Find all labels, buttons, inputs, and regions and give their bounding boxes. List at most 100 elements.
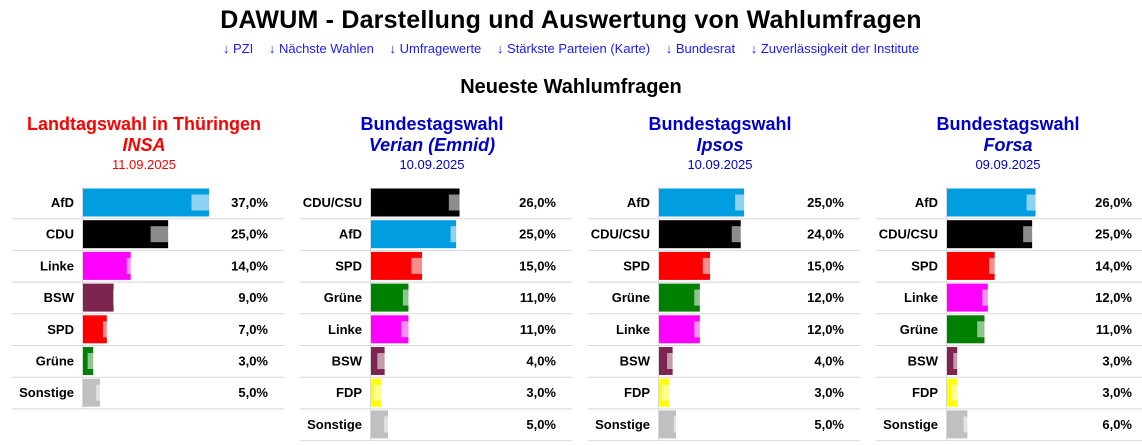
previous-marker-cdu-csu bbox=[448, 194, 467, 211]
value-label-cdu-csu: 26,0% bbox=[519, 195, 556, 210]
poll-panel-bund-verian[interactable]: Bundestagswahl Verian (Emnid) 10.09.2025… bbox=[288, 113, 576, 442]
previous-marker-cdu-csu bbox=[731, 226, 750, 243]
bar-spd[interactable] bbox=[659, 251, 711, 280]
previous-marker-spd bbox=[411, 257, 430, 274]
bar-sonstige[interactable] bbox=[947, 410, 968, 439]
previous-marker-afd bbox=[735, 194, 754, 211]
bar-spd[interactable] bbox=[83, 315, 107, 344]
previous-marker-grüne bbox=[694, 289, 713, 306]
value-label-bsw: 9,0% bbox=[238, 290, 268, 305]
party-label-linke: Linke bbox=[328, 322, 362, 337]
poll-institute[interactable]: Verian (Emnid) bbox=[368, 135, 496, 155]
bar-linke[interactable] bbox=[83, 251, 131, 280]
value-label-fdp: 3,0% bbox=[814, 385, 844, 400]
poll-panel-bund-ipsos[interactable]: Bundestagswahl Ipsos 10.09.2025 AfD 25,0%… bbox=[576, 113, 864, 442]
previous-marker-sonstige bbox=[96, 384, 115, 401]
value-label-linke: 11,0% bbox=[520, 322, 557, 337]
previous-marker-sonstige bbox=[673, 416, 692, 433]
poll-panel-bund-forsa[interactable]: Bundestagswahl Forsa 09.09.2025 AfD 26,0%… bbox=[864, 113, 1142, 442]
nav-links: ↓ PZI ↓ Nächste Wahlen ↓ Umfragewerte ↓ … bbox=[0, 41, 1142, 56]
poll-institute[interactable]: Forsa bbox=[983, 135, 1033, 155]
party-label-cdu: CDU bbox=[46, 227, 74, 242]
poll-title[interactable]: Bundestagswahl bbox=[360, 114, 504, 134]
party-label-afd: AfD bbox=[627, 195, 650, 210]
poll-date: 10.09.2025 bbox=[399, 157, 465, 172]
bar-afd[interactable] bbox=[947, 188, 1036, 217]
poll-date: 09.09.2025 bbox=[975, 157, 1041, 172]
party-label-grüne: Grüne bbox=[612, 290, 650, 305]
party-label-bsw: BSW bbox=[332, 354, 363, 369]
bar-bsw[interactable] bbox=[947, 347, 958, 375]
previous-marker-cdu bbox=[150, 226, 169, 243]
poll-panel-thueringen-insa[interactable]: Landtagswahl in Thüringen INSA 11.09.202… bbox=[0, 113, 288, 410]
poll-chart: AfD 25,0% CDU/CSU 24,0% SPD 15,0% Grüne 12,0% Li… bbox=[588, 187, 860, 442]
previous-marker-grüne bbox=[977, 321, 996, 338]
bar-cdu-csu[interactable] bbox=[371, 188, 460, 217]
poll-title[interactable]: Bundestagswahl bbox=[936, 114, 1080, 134]
party-label-cdu-csu: CDU/CSU bbox=[591, 227, 650, 242]
previous-marker-cdu-csu bbox=[1023, 226, 1042, 243]
nav-link-poll-values[interactable]: ↓ Umfragewerte bbox=[389, 41, 482, 56]
party-label-bsw: BSW bbox=[908, 354, 939, 369]
value-label-cdu-csu: 24,0% bbox=[807, 227, 844, 242]
bar-sonstige[interactable] bbox=[83, 378, 101, 407]
bar-afd[interactable] bbox=[371, 220, 457, 249]
bar-cdu-csu[interactable] bbox=[947, 220, 1033, 249]
party-label-spd: SPD bbox=[623, 258, 650, 273]
previous-marker-bsw bbox=[113, 289, 132, 306]
bar-spd[interactable] bbox=[947, 251, 995, 280]
bar-grüne[interactable] bbox=[659, 283, 700, 312]
party-label-sonstige: Sonstige bbox=[19, 385, 74, 400]
bar-linke[interactable] bbox=[947, 283, 988, 312]
bar-afd[interactable] bbox=[659, 188, 745, 217]
previous-marker-fdp bbox=[373, 384, 392, 401]
value-label-bsw: 4,0% bbox=[814, 354, 844, 369]
previous-marker-fdp bbox=[661, 384, 680, 401]
previous-marker-spd bbox=[102, 321, 121, 338]
value-label-cdu-csu: 25,0% bbox=[1095, 227, 1132, 242]
previous-marker-spd bbox=[989, 257, 1008, 274]
party-label-sonstige: Sonstige bbox=[595, 417, 650, 432]
poll-institute[interactable]: Ipsos bbox=[696, 135, 744, 155]
value-label-linke: 14,0% bbox=[231, 258, 268, 273]
value-label-linke: 12,0% bbox=[1095, 290, 1132, 305]
previous-marker-bsw bbox=[667, 353, 686, 369]
nav-link-institute-reliability[interactable]: ↓ Zuverlässigkeit der Institute bbox=[750, 41, 920, 56]
poll-date: 10.09.2025 bbox=[687, 157, 753, 172]
previous-marker-bsw bbox=[377, 353, 396, 369]
party-label-bsw: BSW bbox=[44, 290, 75, 305]
poll-chart: CDU/CSU 26,0% AfD 25,0% SPD 15,0% Grüne 11,0% Li… bbox=[300, 187, 572, 442]
poll-title[interactable]: Landtagswahl in Thüringen bbox=[27, 114, 261, 134]
bar-sonstige[interactable] bbox=[659, 410, 677, 439]
party-label-linke: Linke bbox=[904, 290, 938, 305]
bar-grüne[interactable] bbox=[371, 283, 409, 312]
party-label-sonstige: Sonstige bbox=[307, 417, 362, 432]
bar-bsw[interactable] bbox=[83, 283, 114, 312]
nav-link-next-elections[interactable]: ↓ Nächste Wahlen bbox=[268, 41, 374, 56]
value-label-fdp: 3,0% bbox=[526, 385, 556, 400]
party-label-cdu-csu: CDU/CSU bbox=[303, 195, 362, 210]
party-label-cdu-csu: CDU/CSU bbox=[879, 227, 938, 242]
value-label-sonstige: 5,0% bbox=[814, 417, 844, 432]
value-label-afd: 26,0% bbox=[1095, 195, 1132, 210]
poll-title[interactable]: Bundestagswahl bbox=[648, 114, 792, 134]
value-label-fdp: 3,0% bbox=[1102, 385, 1132, 400]
section-title: Neueste Wahlumfragen bbox=[460, 76, 682, 98]
value-label-sonstige: 5,0% bbox=[526, 417, 556, 432]
nav-link-pzi[interactable]: ↓ PZI bbox=[222, 41, 254, 56]
bar-cdu-csu[interactable] bbox=[659, 220, 741, 249]
party-label-spd: SPD bbox=[335, 258, 362, 273]
nav-link-bundesrat[interactable]: ↓ Bundesrat bbox=[665, 41, 736, 56]
value-label-grüne: 12,0% bbox=[807, 290, 844, 305]
value-label-grüne: 11,0% bbox=[520, 290, 557, 305]
bar-sonstige[interactable] bbox=[371, 410, 389, 439]
poll-chart: AfD 37,0% CDU 25,0% Linke 14,0% BSW 9,0% SPD 7,0%… bbox=[12, 187, 284, 410]
value-label-afd: 37,0% bbox=[231, 195, 268, 210]
value-label-afd: 25,0% bbox=[807, 195, 844, 210]
bar-linke[interactable] bbox=[659, 315, 700, 344]
bar-afd[interactable] bbox=[83, 188, 209, 217]
nav-link-strongest-parties-map[interactable]: ↓ Stärkste Parteien (Karte) bbox=[496, 41, 651, 56]
poll-institute[interactable]: INSA bbox=[122, 135, 166, 155]
previous-marker-fdp bbox=[951, 384, 970, 401]
value-label-grüne: 11,0% bbox=[1096, 322, 1133, 337]
